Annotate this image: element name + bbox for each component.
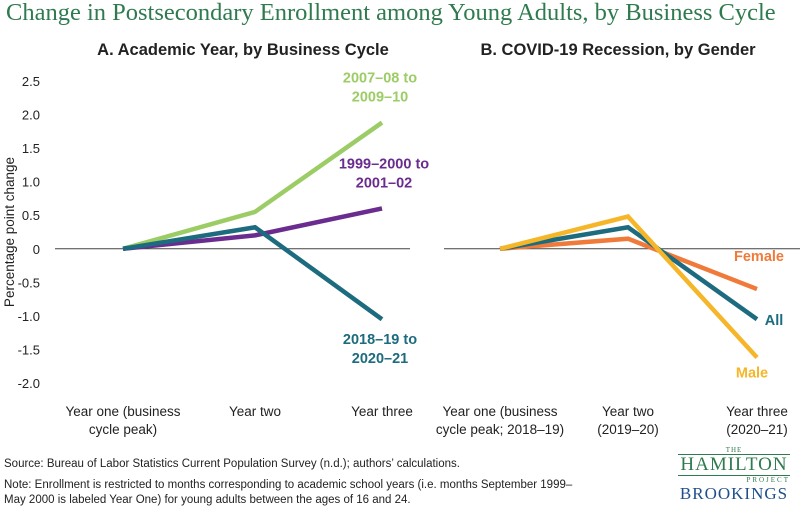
y-tick-label: 1.5: [22, 141, 40, 156]
y-tick-label: 0: [33, 242, 40, 257]
logo-project: PROJECT: [746, 476, 790, 484]
x-tick-label: Year two: [229, 404, 281, 419]
series-line: [499, 214, 759, 360]
y-tick-label: 2.5: [22, 74, 40, 89]
x-tick-label: cycle peak; 2018–19): [436, 422, 564, 437]
chart-main-title: Change in Postsecondary Enrollment among…: [6, 0, 776, 26]
footnote: Note: Enrollment is restricted to months…: [4, 478, 644, 508]
x-tick-label: Year three: [726, 404, 788, 419]
y-axis-label: Percentage point change: [2, 157, 17, 307]
panel-title: B. COVID-19 Recession, by Gender: [480, 41, 756, 59]
series-line: [122, 206, 383, 252]
series-line: [499, 224, 759, 322]
source-note: Source: Bureau of Labor Statistics Curre…: [4, 458, 460, 470]
series-line: [122, 224, 384, 322]
series-label: Female: [734, 249, 784, 265]
series-label: 2009–10: [352, 90, 408, 106]
series-label: 2001–02: [356, 176, 412, 192]
x-tick-label: cycle peak): [89, 422, 157, 437]
series-line: [499, 236, 758, 292]
chart-area: Percentage point change 2.5 2.0 1.5 1.0 0.5 0 -…: [2, 41, 800, 437]
x-tick-label: Year one (business: [442, 404, 557, 419]
y-tick-label: 2.0: [22, 108, 40, 123]
series-line: [122, 120, 384, 251]
series-label: 2018–19 to: [343, 332, 417, 348]
y-tick-label: -1.5: [18, 342, 40, 357]
footnote-line-1: Note: Enrollment is restricted to months…: [4, 479, 573, 491]
y-tick-label: -2.0: [18, 376, 40, 391]
x-tick-label: Year three: [351, 404, 413, 419]
series-label: All: [765, 313, 784, 329]
logo-the: THE: [725, 446, 743, 454]
logo-hamilton: HAMILTON: [678, 454, 790, 476]
footnote-line-2: May 2000 is labeled Year One) for young …: [4, 494, 411, 506]
series-label: 2007–08 to: [343, 71, 417, 87]
hamilton-brookings-logo: THE HAMILTON PROJECT BROOKINGS: [672, 446, 796, 516]
x-tick-label: Year one (business: [65, 404, 180, 419]
y-tick-label: -1.0: [18, 309, 40, 324]
panel-title: A. Academic Year, by Business Cycle: [97, 41, 389, 59]
y-tick-label: -0.5: [18, 275, 40, 290]
series-label: 2020–21: [352, 351, 408, 367]
x-tick-label: Year two: [602, 404, 654, 419]
series-label: 1999–2000 to: [339, 157, 429, 173]
y-tick-label: 0.5: [22, 208, 40, 223]
y-tick-label: 1.0: [22, 175, 40, 190]
series-label: Male: [736, 365, 768, 381]
x-tick-label: (2020–21): [726, 422, 788, 437]
x-tick-label: (2019–20): [597, 422, 659, 437]
logo-brookings: BROOKINGS: [679, 484, 789, 503]
